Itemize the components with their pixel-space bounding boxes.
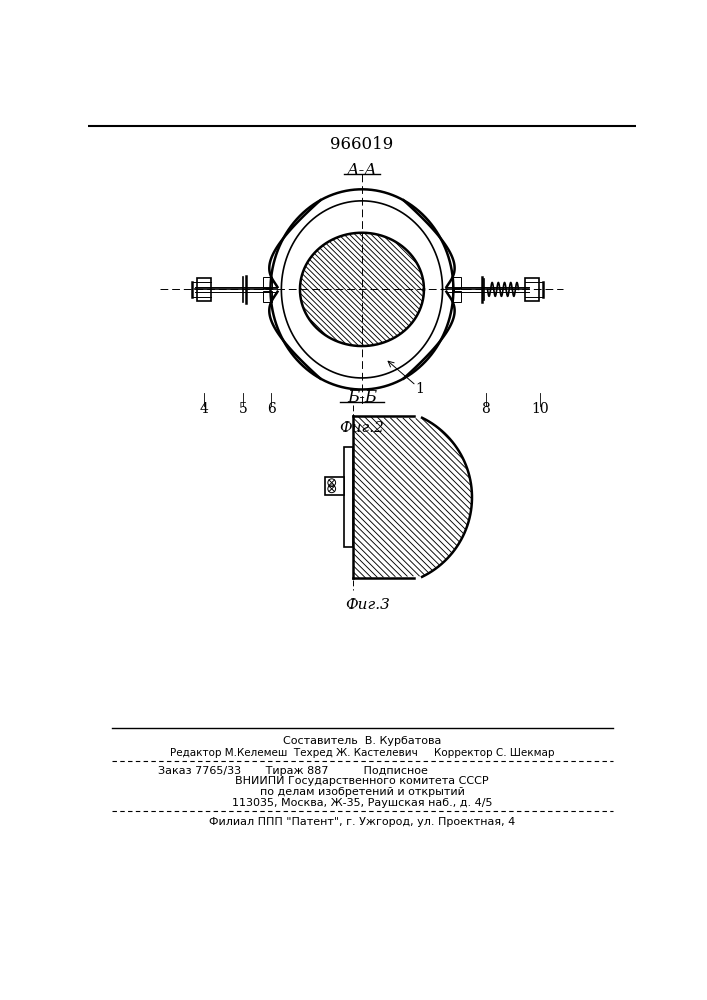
Text: А-А: А-А — [346, 162, 378, 179]
Text: по делам изобретений и открытий: по делам изобретений и открытий — [259, 787, 464, 797]
Text: 10: 10 — [532, 402, 549, 416]
Text: Составитель  В. Курбатова: Составитель В. Курбатова — [283, 736, 441, 746]
Bar — [325, 477, 344, 495]
Bar — [452, 291, 461, 302]
Bar — [344, 447, 354, 547]
Bar — [525, 278, 539, 301]
Text: 113035, Москва, Ж-35, Раушская наб., д. 4/5: 113035, Москва, Ж-35, Раушская наб., д. … — [232, 798, 492, 808]
Text: 6: 6 — [267, 402, 276, 416]
Bar — [197, 278, 211, 301]
Text: 1: 1 — [416, 382, 424, 396]
Text: Заказ 7765/33       Тираж 887          Подписное: Заказ 7765/33 Тираж 887 Подписное — [158, 766, 428, 776]
Text: 8: 8 — [481, 402, 491, 416]
Text: 5: 5 — [239, 402, 247, 416]
Bar — [263, 291, 272, 302]
Text: Б-Б: Б-Б — [347, 389, 377, 406]
Bar — [452, 277, 461, 288]
Text: ВНИИПИ Государственного комитета СССР: ВНИИПИ Государственного комитета СССР — [235, 776, 489, 786]
Bar — [263, 277, 272, 288]
Text: 4: 4 — [199, 402, 209, 416]
Text: Филиал ППП "Патент", г. Ужгород, ул. Проектная, 4: Филиал ППП "Патент", г. Ужгород, ул. Про… — [209, 817, 515, 827]
Text: 966019: 966019 — [330, 136, 394, 153]
Text: Фиг.3: Фиг.3 — [345, 598, 390, 612]
Text: Редактор М.Келемеш  Техред Ж. Кастелевич     Корректор С. Шекмар: Редактор М.Келемеш Техред Ж. Кастелевич … — [170, 748, 554, 758]
Text: Фиг.2: Фиг.2 — [339, 421, 385, 435]
